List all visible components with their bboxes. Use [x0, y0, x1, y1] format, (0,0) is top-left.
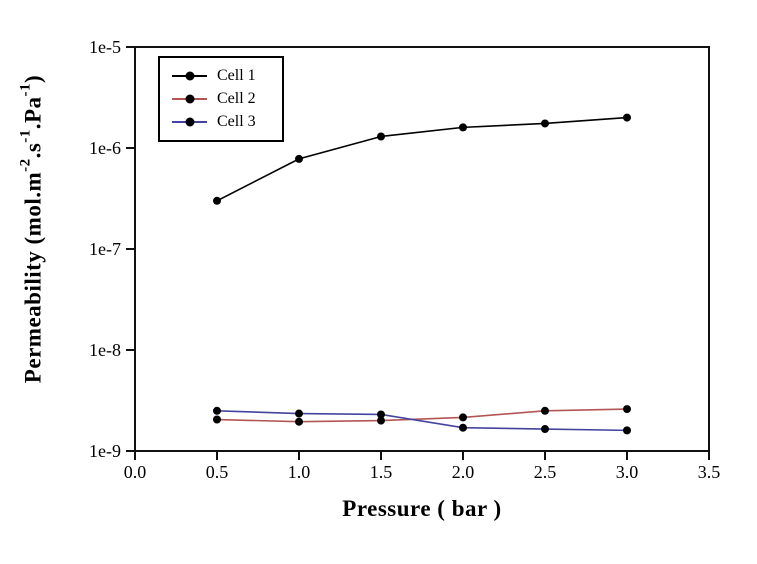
legend-marker-icon — [185, 117, 194, 127]
data-point-marker-cell-2 — [623, 405, 631, 414]
legend-item-cell-1: Cell 1 — [172, 66, 282, 86]
legend-marker-icon — [185, 71, 194, 81]
data-point-marker-cell-3 — [213, 406, 221, 415]
legend-line-sample-cell-1 — [172, 71, 207, 81]
x-tick-label: 2.5 — [534, 462, 557, 482]
data-point-marker-cell-3 — [541, 425, 549, 434]
series-line-cell-3 — [216, 410, 628, 432]
x-tick-label: 3.5 — [698, 462, 721, 482]
y-tick-label: 1e-8 — [89, 340, 121, 360]
data-point-marker-cell-3 — [623, 426, 631, 435]
data-point-marker-cell-1 — [459, 123, 467, 132]
legend-line-sample-cell-3 — [172, 117, 207, 127]
x-tick-label: 1.0 — [288, 462, 311, 482]
y-tick-label: 1e-9 — [89, 441, 121, 461]
data-point-marker-cell-1 — [541, 119, 549, 128]
data-point-marker-cell-1 — [213, 196, 221, 205]
legend-item-cell-2: Cell 2 — [172, 89, 282, 109]
data-point-marker-cell-1 — [377, 132, 385, 141]
data-point-marker-cell-3 — [377, 410, 385, 419]
legend-label-cell-3: Cell 3 — [217, 113, 256, 131]
series-line-cell-1 — [216, 116, 628, 202]
data-point-marker-cell-2 — [541, 406, 549, 415]
legend-marker-icon — [185, 94, 194, 104]
data-point-marker-cell-2 — [459, 413, 467, 422]
data-point-marker-cell-2 — [295, 417, 303, 426]
series-line-cell-2 — [216, 408, 628, 423]
y-tick-label: 1e-7 — [89, 239, 121, 259]
data-point-marker-cell-1 — [295, 154, 303, 163]
x-tick-label: 3.0 — [616, 462, 639, 482]
data-point-marker-cell-3 — [459, 423, 467, 432]
x-tick-label: 2.0 — [452, 462, 475, 482]
data-point-marker-cell-1 — [623, 113, 631, 122]
legend-item-cell-3: Cell 3 — [172, 112, 282, 132]
y-tick-label: 1e-5 — [89, 37, 121, 57]
x-tick-label: 0.5 — [206, 462, 229, 482]
legend-line-sample-cell-2 — [172, 94, 207, 104]
y-axis-title: Permeability (mol.m-2.s-1.Pa-1) — [17, 74, 46, 384]
legend-label-cell-1: Cell 1 — [217, 66, 256, 84]
x-tick-label: 1.5 — [370, 462, 393, 482]
y-tick-label: 1e-6 — [89, 138, 121, 158]
data-point-marker-cell-2 — [377, 416, 385, 425]
x-tick-label: 0.0 — [124, 462, 147, 482]
x-axis-title: Pressure ( bar ) — [342, 496, 502, 521]
data-point-marker-cell-2 — [213, 415, 221, 424]
legend: Cell 1 Cell 2 Cell 3 — [158, 56, 284, 142]
legend-label-cell-2: Cell 2 — [217, 89, 256, 107]
data-point-marker-cell-3 — [295, 409, 303, 418]
